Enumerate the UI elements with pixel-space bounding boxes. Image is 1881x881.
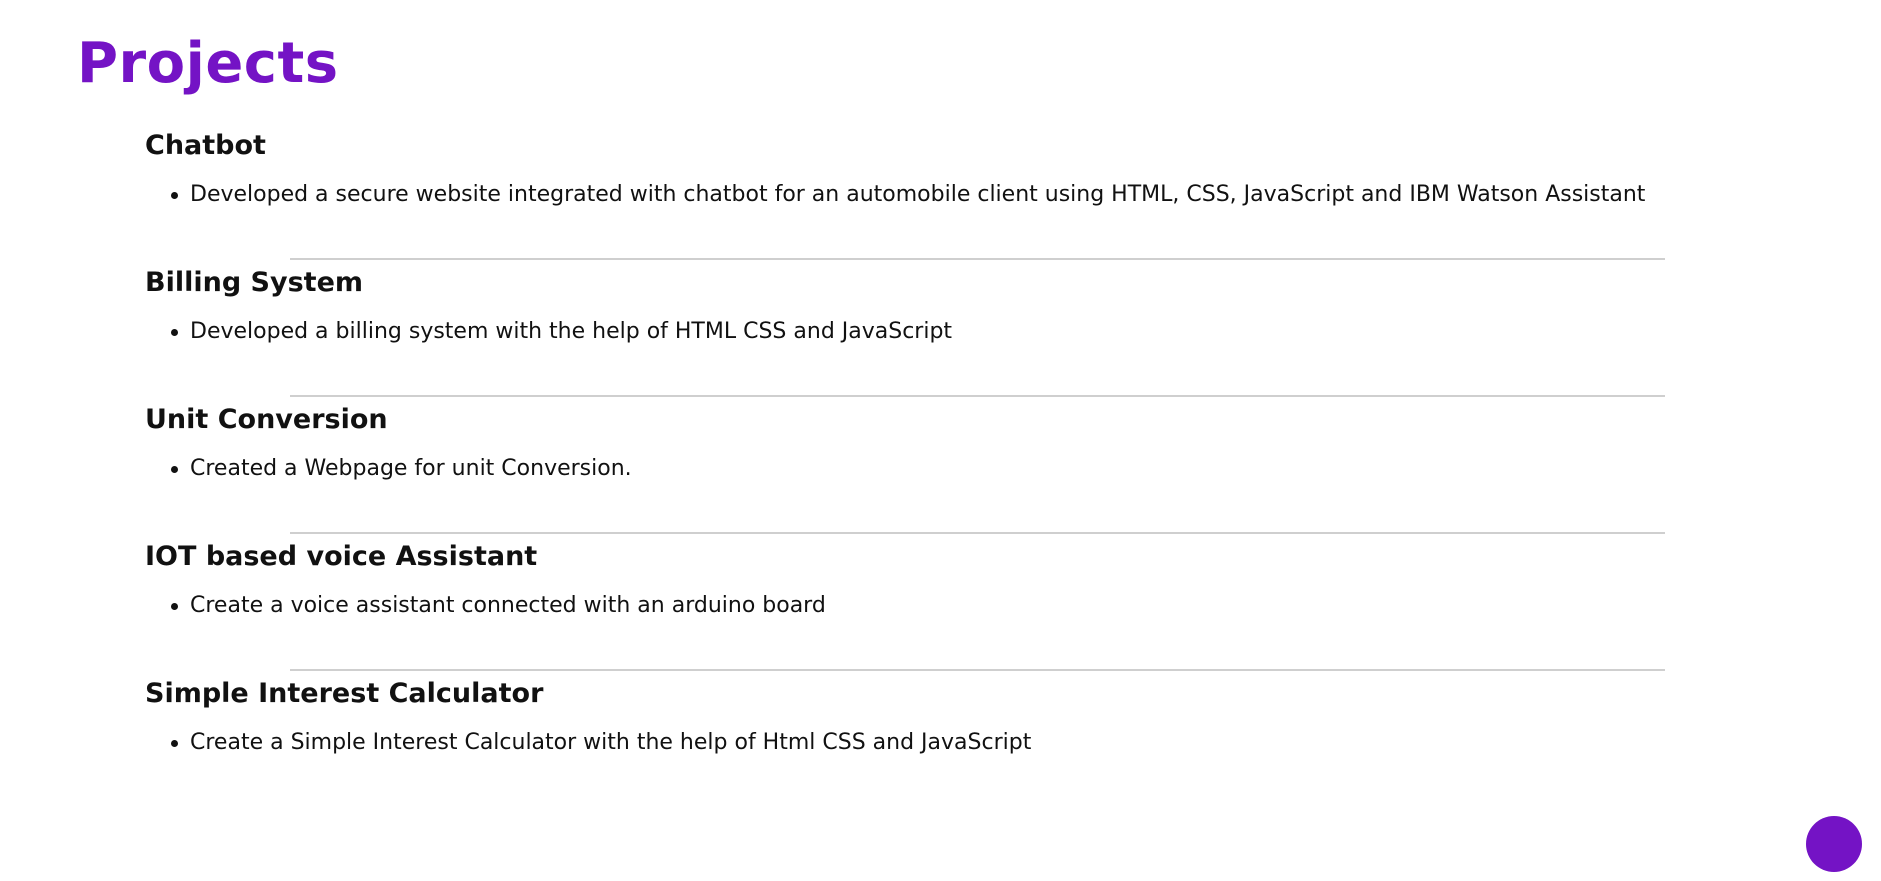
project-points: Developed a billing system with the help… [145,317,1665,347]
project-points: Developed a secure website integrated wi… [145,180,1665,210]
project-item-chatbot: Chatbot Developed a secure website integ… [145,126,1665,263]
page-title: Projects [77,31,339,96]
divider [290,395,1665,397]
bullet-icon [171,192,178,199]
list-item: Created a Webpage for unit Conversion. [145,454,1665,484]
project-point-text: Developed a secure website integrated wi… [190,182,1646,207]
floating-action-button[interactable] [1806,816,1862,872]
list-item: Create a voice assistant connected with … [145,591,1665,621]
project-point-text: Developed a billing system with the help… [190,319,953,344]
project-point-text: Create a Simple Interest Calculator with… [190,730,1032,755]
list-item: Developed a secure website integrated wi… [145,180,1665,210]
projects-list: Chatbot Developed a secure website integ… [145,126,1665,811]
project-title: Chatbot [145,130,266,161]
project-title: Billing System [145,267,364,298]
bullet-icon [171,329,178,336]
divider [290,532,1665,534]
project-points: Create a Simple Interest Calculator with… [145,728,1665,758]
project-point-text: Create a voice assistant connected with … [190,593,826,618]
list-item: Create a Simple Interest Calculator with… [145,728,1665,758]
project-item-billing-system: Billing System Developed a billing syste… [145,263,1665,400]
bullet-icon [171,740,178,747]
project-item-iot-voice-assistant: IOT based voice Assistant Create a voice… [145,537,1665,674]
project-title: IOT based voice Assistant [145,541,538,572]
project-item-unit-conversion: Unit Conversion Created a Webpage for un… [145,400,1665,537]
bullet-icon [171,603,178,610]
project-point-text: Created a Webpage for unit Conversion. [190,456,632,481]
project-points: Created a Webpage for unit Conversion. [145,454,1665,484]
list-item: Developed a billing system with the help… [145,317,1665,347]
project-title: Simple Interest Calculator [145,678,544,709]
divider [290,258,1665,260]
project-item-simple-interest-calculator: Simple Interest Calculator Create a Simp… [145,674,1665,811]
project-points: Create a voice assistant connected with … [145,591,1665,621]
divider [290,669,1665,671]
project-title: Unit Conversion [145,404,388,435]
bullet-icon [171,466,178,473]
